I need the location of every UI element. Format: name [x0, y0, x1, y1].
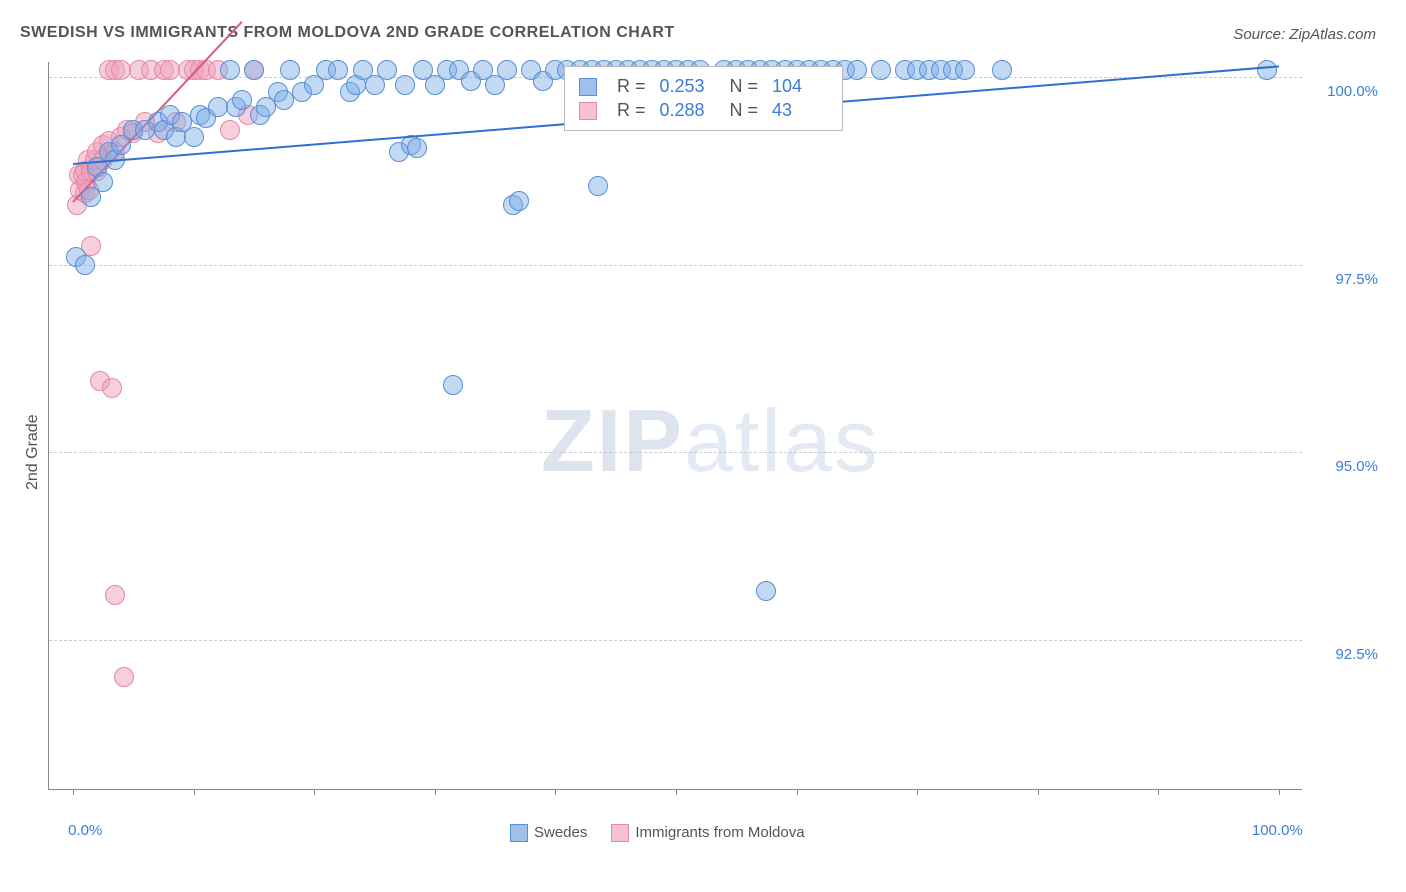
- xtick: [73, 789, 74, 795]
- scatter-point-pink: [102, 378, 122, 398]
- stats-r-value: 0.288: [660, 100, 716, 121]
- stats-n-value: 104: [772, 76, 828, 97]
- stats-n-label: N =: [730, 76, 759, 97]
- scatter-point-blue: [75, 255, 95, 275]
- stats-row: R = 0.253 N = 104: [579, 76, 828, 97]
- scatter-point-blue: [407, 138, 427, 158]
- stats-box: R = 0.253 N = 104 R = 0.288 N = 43: [564, 66, 843, 131]
- stats-swatch: [579, 102, 597, 120]
- scatter-point-blue: [497, 60, 517, 80]
- stats-r-value: 0.253: [660, 76, 716, 97]
- ytick-label: 92.5%: [1335, 646, 1378, 663]
- scatter-point-pink: [105, 585, 125, 605]
- scatter-point-blue: [208, 97, 228, 117]
- scatter-point-pink: [160, 60, 180, 80]
- watermark: ZIPatlas: [541, 390, 880, 492]
- scatter-point-blue: [274, 90, 294, 110]
- gridline-h: [49, 265, 1302, 266]
- ytick-label: 100.0%: [1327, 83, 1378, 100]
- stats-n-label: N =: [730, 100, 759, 121]
- ytick-label: 97.5%: [1335, 271, 1378, 288]
- gridline-h: [49, 452, 1302, 453]
- xtick: [676, 789, 677, 795]
- scatter-point-pink: [114, 667, 134, 687]
- bottom-legend: Swedes Immigrants from Moldova: [510, 824, 805, 842]
- chart-title: SWEDISH VS IMMIGRANTS FROM MOLDOVA 2ND G…: [20, 24, 675, 42]
- watermark-rest: atlas: [684, 391, 880, 490]
- xtick: [917, 789, 918, 795]
- stats-r-label: R =: [617, 100, 646, 121]
- scatter-point-blue: [244, 60, 264, 80]
- scatter-point-blue: [220, 60, 240, 80]
- y-axis-label: 2nd Grade: [24, 414, 42, 490]
- scatter-point-blue: [992, 60, 1012, 80]
- scatter-point-blue: [443, 375, 463, 395]
- legend-label: Immigrants from Moldova: [635, 824, 804, 841]
- xtick: [1158, 789, 1159, 795]
- scatter-point-blue: [509, 191, 529, 211]
- watermark-zip: ZIP: [541, 391, 684, 490]
- plot-area: ZIPatlas: [48, 62, 1302, 790]
- legend-swatch: [611, 824, 629, 842]
- stats-swatch: [579, 78, 597, 96]
- stats-r-label: R =: [617, 76, 646, 97]
- source-label: Source:: [1233, 26, 1285, 43]
- source-value: ZipAtlas.com: [1289, 26, 1376, 43]
- xtick-label-right: 100.0%: [1252, 822, 1303, 839]
- legend-swatch: [510, 824, 528, 842]
- scatter-point-blue: [955, 60, 975, 80]
- xtick: [1279, 789, 1280, 795]
- scatter-point-blue: [588, 176, 608, 196]
- legend-item: Immigrants from Moldova: [611, 824, 804, 842]
- scatter-point-blue: [871, 60, 891, 80]
- scatter-point-blue: [847, 60, 867, 80]
- gridline-h: [49, 640, 1302, 641]
- scatter-point-pink: [111, 60, 131, 80]
- scatter-point-pink: [220, 120, 240, 140]
- scatter-point-blue: [184, 127, 204, 147]
- xtick: [194, 789, 195, 795]
- xtick: [797, 789, 798, 795]
- scatter-point-blue: [93, 172, 113, 192]
- legend-item: Swedes: [510, 824, 587, 842]
- scatter-point-blue: [377, 60, 397, 80]
- xtick: [314, 789, 315, 795]
- scatter-point-blue: [280, 60, 300, 80]
- ytick-label: 95.0%: [1335, 458, 1378, 475]
- xtick: [1038, 789, 1039, 795]
- scatter-point-blue: [1257, 60, 1277, 80]
- xtick-label-left: 0.0%: [68, 822, 102, 839]
- stats-row: R = 0.288 N = 43: [579, 100, 828, 121]
- scatter-point-blue: [395, 75, 415, 95]
- scatter-point-blue: [328, 60, 348, 80]
- stats-n-value: 43: [772, 100, 828, 121]
- xtick: [435, 789, 436, 795]
- chart-source: Source: ZipAtlas.com: [1233, 26, 1376, 43]
- legend-label: Swedes: [534, 824, 587, 841]
- scatter-point-blue: [232, 90, 252, 110]
- scatter-point-blue: [756, 581, 776, 601]
- xtick: [555, 789, 556, 795]
